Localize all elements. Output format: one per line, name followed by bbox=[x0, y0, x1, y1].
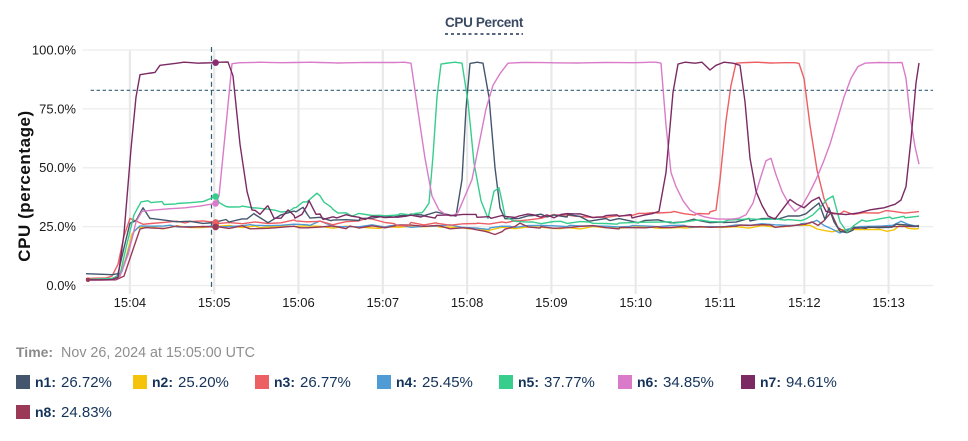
svg-text:15:13: 15:13 bbox=[872, 295, 905, 310]
svg-text:75.0%: 75.0% bbox=[39, 101, 76, 116]
svg-text:CPU (percentage): CPU (percentage) bbox=[15, 110, 34, 261]
svg-text:15:04: 15:04 bbox=[114, 295, 147, 310]
svg-text:50.0%: 50.0% bbox=[39, 160, 76, 175]
svg-text:15:11: 15:11 bbox=[704, 295, 736, 310]
svg-text:15:08: 15:08 bbox=[451, 295, 484, 310]
svg-text:25.0%: 25.0% bbox=[39, 219, 76, 234]
svg-text:15:12: 15:12 bbox=[788, 295, 821, 310]
svg-text:15:09: 15:09 bbox=[535, 295, 568, 310]
svg-text:0.0%: 0.0% bbox=[46, 278, 76, 293]
svg-text:15:07: 15:07 bbox=[367, 295, 400, 310]
svg-text:15:05: 15:05 bbox=[198, 295, 231, 310]
svg-text:15:10: 15:10 bbox=[619, 295, 652, 310]
svg-text:100.0%: 100.0% bbox=[32, 43, 77, 58]
svg-text:15:06: 15:06 bbox=[282, 295, 315, 310]
